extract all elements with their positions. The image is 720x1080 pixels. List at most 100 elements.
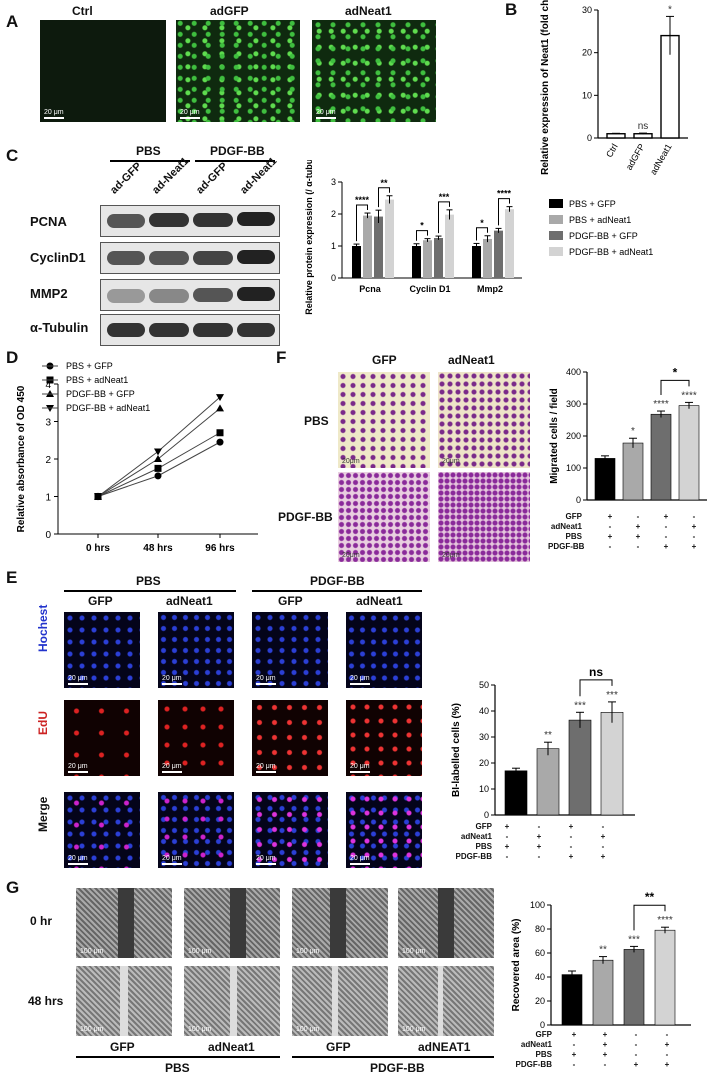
panel-f-col-gfp: GFP [372, 353, 397, 367]
bar [594, 458, 616, 501]
scale-label: 20 μm [162, 675, 182, 682]
significance-label: ** [380, 178, 388, 188]
panel-f-col-adneat1: adNeat1 [448, 353, 495, 367]
comparison-bracket [476, 227, 488, 241]
bar [363, 215, 372, 278]
condition-value: + [602, 1050, 608, 1059]
hochest-image: 20 μm [346, 612, 422, 688]
bar [423, 240, 432, 278]
x-tick-label: Mmp2 [477, 284, 503, 294]
legend-label: PDGF-BB + GFP [66, 389, 135, 399]
y-axis-label: Relative protein expression (/ α-tubulin… [304, 160, 314, 315]
merge-image: 20 μm [346, 792, 422, 868]
scale-label: 20μm [342, 458, 360, 465]
edu-image: 20 μm [158, 700, 234, 776]
condition-value: + [571, 1030, 577, 1039]
condition-value: - [636, 512, 640, 521]
panel-f-condition-matrix: GFP + - + - adNeat1- + - + PBS + + - - PDGF-BB - - + + [548, 512, 718, 562]
scale-label: 20 μm [68, 675, 88, 682]
condition-value: - [664, 532, 668, 541]
y-tick-label: 20 [479, 758, 489, 768]
wound-image: 100 μm [398, 888, 494, 958]
y-tick-label: 50 [479, 680, 489, 690]
panel-g-row-48hrs: 48 hrs [28, 994, 64, 1008]
legend-swatch [549, 247, 563, 256]
condition-value: + [600, 832, 606, 841]
protein-label-pcna: PCNA [30, 214, 67, 229]
condition-value: + [664, 1040, 670, 1049]
panel-e-group-line-pdgf [252, 590, 422, 592]
comparison-bracket [633, 904, 666, 931]
condition-row-label: PDGF-BB [515, 1060, 552, 1069]
condition-value: + [663, 512, 669, 521]
condition-value: - [601, 842, 605, 851]
panel-c-group-pbs: PBS [136, 144, 161, 158]
condition-value: - [537, 852, 541, 861]
legend-swatch [549, 199, 563, 208]
condition-value: - [608, 542, 612, 551]
y-tick-label: 30 [479, 732, 489, 742]
protein-label-tubulin: α-Tubulin [30, 320, 89, 335]
edu-image: 20 μm [346, 700, 422, 776]
significance-label: * [668, 4, 672, 15]
y-tick-label: 100 [566, 463, 581, 473]
x-tick-label: Pcna [359, 284, 382, 294]
y-tick-label: 200 [566, 431, 581, 441]
condition-value: + [607, 532, 613, 541]
bar [483, 238, 492, 278]
scale-label: 20 μm [162, 763, 182, 770]
condition-value: - [505, 852, 509, 861]
y-tick-label: 40 [535, 972, 545, 982]
bar [536, 748, 560, 816]
significance-label: *** [628, 934, 640, 945]
legend-label: PBS + adNeat1 [569, 215, 631, 225]
panel-g-group-pbs: PBS [165, 1061, 190, 1075]
comparison-bracket [579, 679, 613, 697]
panel-c-legend: PBS + GFP PBS + adNeat1 PDGF-BB + GFP PDGF-… [549, 199, 653, 257]
panel-e-group-line-pbs [64, 590, 236, 592]
comparison-label: ns [589, 665, 603, 679]
y-tick-label: 3 [331, 177, 336, 187]
data-point [94, 493, 102, 501]
significance-label: ** [599, 945, 607, 956]
condition-value: - [665, 1030, 669, 1039]
panel-e-col-gfp: GFP [88, 594, 113, 608]
condition-value: - [634, 1030, 638, 1039]
wound-image: 100 μm [76, 888, 172, 958]
scale-label: 100 μm [80, 1026, 104, 1033]
scale-label: 20 μm [350, 855, 370, 862]
y-axis-label: Recovered area (%) [511, 919, 522, 1012]
bar [592, 959, 614, 1026]
condition-value: + [635, 532, 641, 541]
panel-c-letter: C [6, 146, 19, 165]
protein-label-cyclind1: CyclinD1 [30, 250, 86, 265]
bar [650, 413, 672, 501]
merge-image: 20 μm [64, 792, 140, 868]
panel-g-col-gfp: GFP [326, 1040, 351, 1054]
legend-swatch [549, 215, 563, 224]
y-tick-label: 30 [582, 5, 592, 15]
condition-value: - [608, 522, 612, 531]
y-tick-label: 10 [582, 90, 592, 100]
y-tick-label: 4 [45, 380, 51, 391]
bar [568, 719, 592, 816]
condition-value: - [664, 522, 668, 531]
panel-a-letter: A [6, 12, 19, 31]
scale-label: 20μm [342, 552, 360, 559]
condition-value: + [571, 1050, 577, 1059]
hochest-image: 20 μm [158, 612, 234, 688]
condition-value: + [536, 832, 542, 841]
scale-label: 20 μm [256, 763, 276, 770]
comparison-bracket [438, 201, 450, 234]
legend-label: PBS + adNeat1 [66, 375, 128, 385]
panel-e-row-edu: EdU [36, 711, 50, 735]
condition-value: + [504, 842, 510, 851]
comparison-bracket [660, 379, 690, 396]
condition-value: + [536, 842, 542, 851]
y-axis-label: Relative expression of Neat1 (fold chang… [540, 0, 551, 175]
transwell-image: 20μm [438, 472, 530, 562]
bar [622, 442, 644, 501]
y-tick-label: 20 [535, 996, 545, 1006]
